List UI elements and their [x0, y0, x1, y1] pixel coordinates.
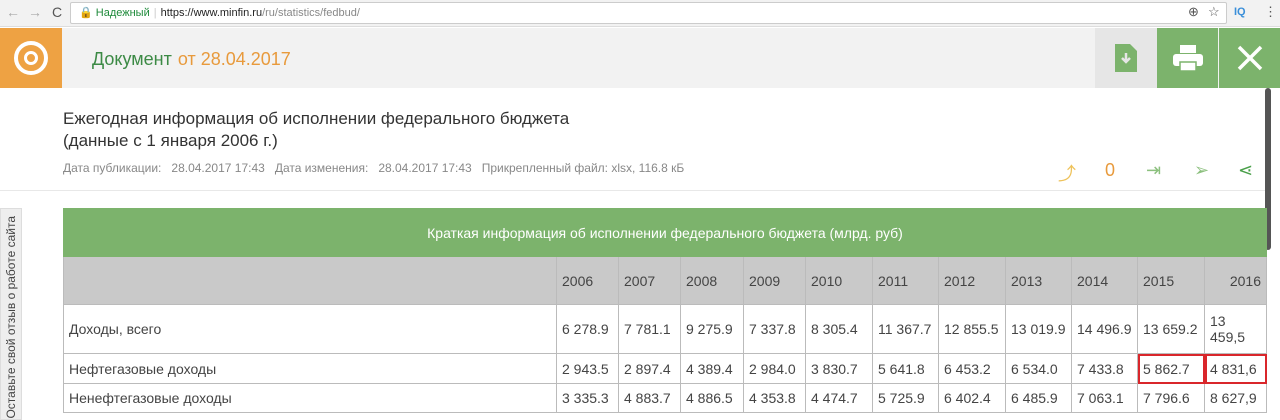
share-icon[interactable]: ⋖ — [1238, 160, 1254, 180]
send-icon[interactable]: ➢ — [1194, 160, 1210, 180]
lock-icon: 🔒 — [79, 7, 93, 19]
value-cell: 3 335.3 — [556, 383, 619, 413]
address-bar[interactable]: 🔒 Надежный | https://www.minfin.ru/ru/stat… — [70, 2, 1227, 24]
header-label — [63, 256, 557, 305]
value-cell: 4 353.8 — [743, 383, 806, 413]
value-cell: 7 796.6 — [1137, 383, 1205, 413]
print-button[interactable] — [1157, 28, 1218, 88]
logo[interactable] — [0, 28, 62, 88]
value-cell: 7 337.8 — [743, 304, 806, 354]
value-cell: 5 725.9 — [872, 383, 939, 413]
row-label: Ненефтегазовые доходы — [63, 383, 557, 413]
year-header: 2012 — [938, 256, 1006, 305]
year-header: 2010 — [805, 256, 873, 305]
value-cell: 2 943.5 — [556, 353, 619, 384]
doc-label: Документ — [92, 49, 172, 69]
row-label: Доходы, всего — [63, 304, 557, 354]
table-row: Ненефтегазовые доходы 3 335.3 4 883.7 4 886… — [63, 383, 1267, 413]
year-header: 2009 — [743, 256, 806, 305]
value-cell: 6 534.0 — [1005, 353, 1072, 384]
year-header: 2011 — [872, 256, 939, 305]
trend-icon[interactable]: ⤴ — [1058, 164, 1076, 184]
row-label: Нефтегазовые доходы — [63, 353, 557, 384]
menu-icon[interactable]: ⋮ — [1264, 4, 1277, 19]
year-header: 2015 — [1137, 256, 1205, 305]
table-row: Нефтегазовые доходы 2 943.5 2 897.4 4 389.4… — [63, 353, 1267, 384]
close-button[interactable] — [1219, 28, 1280, 88]
value-cell: 2 897.4 — [618, 353, 681, 384]
value-cell: 8 627,9 — [1204, 383, 1267, 413]
divider — [0, 190, 1265, 191]
value-cell: 7 063.1 — [1071, 383, 1138, 413]
year-header: 2007 — [618, 256, 681, 305]
forward-icon[interactable]: → — [28, 4, 42, 20]
value-cell: 2 984.0 — [743, 353, 806, 384]
views-counter: 0 — [1105, 160, 1116, 180]
value-cell: 6 485.9 — [1005, 383, 1072, 413]
url-path: /ru/statistics/fedbud/ — [262, 7, 360, 19]
browser-toolbar: ← → C 🔒 Надежный | https://www.minfin.ru/r… — [0, 0, 1280, 27]
value-cell: 6 278.9 — [556, 304, 619, 354]
year-header: 2014 — [1071, 256, 1138, 305]
table-caption: Краткая информация об исполнении федерал… — [63, 208, 1267, 257]
reload-icon[interactable]: C — [52, 4, 63, 20]
value-cell: 13 019.9 — [1005, 304, 1072, 354]
value-cell: 7 781.1 — [618, 304, 681, 354]
value-cell: 13 659.2 — [1137, 304, 1205, 354]
zoom-icon[interactable]: ⊕ — [1188, 4, 1199, 19]
file-download-icon — [1115, 44, 1137, 72]
year-header: 2008 — [680, 256, 744, 305]
value-cell: 6 402.4 — [938, 383, 1006, 413]
year-header: 2006 — [556, 256, 619, 305]
scrollbar[interactable] — [1265, 88, 1271, 250]
printer-icon — [1172, 45, 1203, 72]
value-cell: 11 367.7 — [872, 304, 939, 354]
document-meta: Дата публикации: 28.04.2017 17:43 Дата изм… — [63, 161, 685, 175]
year-header: 2013 — [1005, 256, 1072, 305]
value-cell: 3 830.7 — [805, 353, 873, 384]
close-icon — [1237, 45, 1262, 71]
year-header: 2016 — [1204, 256, 1267, 305]
secure-label: Надежный — [95, 7, 150, 19]
value-cell: 12 855.5 — [938, 304, 1006, 354]
export-icon[interactable]: ⇥ — [1146, 160, 1162, 180]
value-cell: 4 389.4 — [680, 353, 744, 384]
value-cell: 9 275.9 — [680, 304, 744, 354]
value-cell: 14 496.9 — [1071, 304, 1138, 354]
feedback-tab[interactable]: Оставьте свой отзыв о работе сайта — [0, 208, 22, 420]
value-cell: 4 886.5 — [680, 383, 744, 413]
value-cell: 4 883.7 — [618, 383, 681, 413]
download-button[interactable] — [1095, 28, 1157, 88]
url-domain: https://www.minfin.ru — [160, 7, 263, 19]
value-cell: 5 862.7 — [1137, 353, 1205, 384]
value-cell: 5 641.8 — [872, 353, 939, 384]
extension-icon[interactable]: IQ — [1234, 6, 1246, 18]
document-header: Документ от 28.04.2017 — [0, 28, 1280, 88]
value-cell: 8 305.4 — [805, 304, 873, 354]
value-cell: 13 459,5 — [1204, 304, 1267, 354]
page-title: Ежегодная информация об исполнении федер… — [63, 109, 570, 150]
value-cell: 4 474.7 — [805, 383, 873, 413]
budget-table: Краткая информация об исполнении федерал… — [63, 208, 1267, 413]
star-icon[interactable]: ☆ — [1208, 4, 1220, 19]
value-cell: 6 453.2 — [938, 353, 1006, 384]
table-row: Доходы, всего 6 278.9 7 781.1 9 275.9 7 337.… — [63, 304, 1267, 354]
value-cell: 4 831,6 — [1204, 353, 1267, 384]
attached-file[interactable]: Прикрепленный файл: xlsx, 116.8 кБ — [481, 161, 685, 175]
doc-date: от 28.04.2017 — [177, 49, 291, 69]
value-cell: 7 433.8 — [1071, 353, 1138, 384]
back-icon[interactable]: ← — [6, 4, 20, 20]
